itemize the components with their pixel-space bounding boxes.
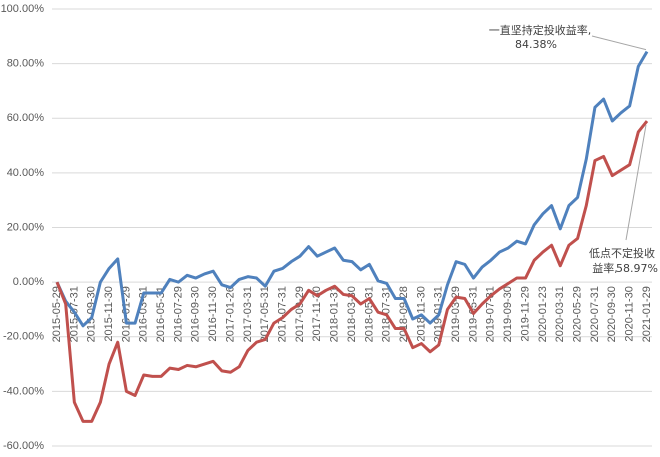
x-tick-label: 2020-07-31: [589, 286, 601, 342]
legend-label: 一直坚持定投收益率,: [489, 23, 592, 37]
x-tick-label: 2018-01-31: [329, 286, 341, 342]
value-label: 84.38%: [515, 38, 557, 51]
series-line: [55, 50, 649, 328]
x-tick-label: 2020-03-31: [554, 286, 566, 342]
x-tick-label: 2016-07-29: [172, 286, 184, 342]
leader-line: [591, 35, 647, 51]
y-tick-label: 40.00%: [7, 167, 45, 179]
x-tick-label: 2019-09-30: [502, 286, 514, 342]
legend-label: 低点不定投收益率,: [589, 246, 655, 275]
x-tick-label: 2020-09-30: [606, 286, 618, 342]
value-label: 58.97%: [616, 262, 658, 275]
x-tick-label: 2020-11-30: [624, 286, 636, 341]
x-tick-label: 2017-09-29: [294, 286, 306, 342]
y-tick-label: -60.00%: [3, 440, 44, 452]
x-tick-label: 2017-03-31: [242, 286, 254, 342]
y-tick-label: 20.00%: [7, 221, 45, 233]
y-tick-label: -40.00%: [3, 385, 44, 397]
y-tick-label: -20.00%: [3, 331, 44, 343]
x-tick-label: 2019-03-29: [450, 286, 462, 342]
x-tick-label: 2015-11-30: [103, 286, 115, 341]
x-tick-label: 2017-05-31: [259, 286, 271, 342]
x-tick-label: 2019-11-29: [519, 286, 531, 341]
y-tick-label: 100.00%: [1, 3, 45, 15]
x-tick-label: 2018-09-28: [398, 286, 410, 342]
series-line: [55, 120, 649, 423]
x-tick-label: 2021-01-29: [641, 286, 653, 342]
leader-line: [625, 124, 647, 241]
x-tick-label: 2017-07-31: [276, 286, 288, 342]
x-tick-label: 2020-05-29: [571, 286, 583, 342]
y-tick-label: 80.00%: [7, 58, 45, 70]
x-tick-label: 2016-11-30: [207, 286, 219, 341]
y-tick-label: 60.00%: [7, 112, 45, 124]
x-tick-label: 2016-05-31: [155, 286, 167, 342]
x-tick-label: 2020-01-23: [537, 286, 549, 342]
x-tick-label: 2018-05-31: [363, 286, 375, 342]
x-tick-label: 2015-05-29: [51, 286, 63, 342]
y-tick-label: 0.00%: [13, 276, 44, 288]
x-tick-label: 2017-11-30: [311, 286, 323, 341]
x-tick-label: 2017-01-26: [224, 286, 236, 342]
x-tick-label: 2016-09-30: [190, 286, 202, 342]
